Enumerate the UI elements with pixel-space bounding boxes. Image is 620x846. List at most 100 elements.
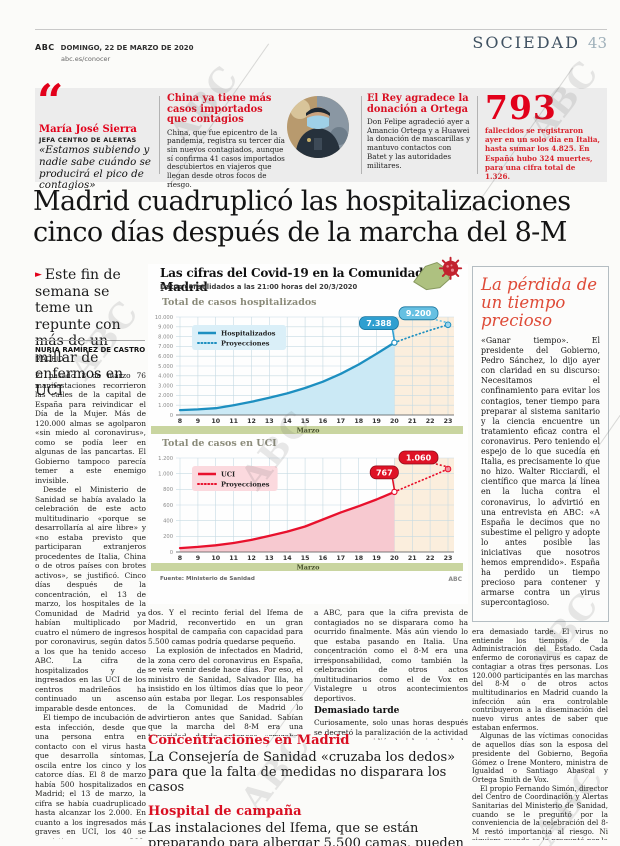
body-column-4: era demasiado tarde. El virus no entiend…: [472, 628, 608, 840]
svg-text:15: 15: [301, 418, 310, 425]
svg-text:21: 21: [408, 418, 417, 425]
svg-text:16: 16: [319, 418, 328, 425]
svg-text:1.200: 1.200: [158, 456, 173, 462]
quote-icon: “: [37, 74, 64, 128]
svg-text:3.000: 3.000: [158, 383, 173, 389]
svg-text:8: 8: [178, 555, 182, 562]
death-toll-number: 793: [485, 88, 557, 127]
svg-text:11: 11: [229, 555, 238, 562]
byline-author: NURIA RAMÍREZ DE CASTRO: [35, 346, 146, 354]
svg-text:8: 8: [178, 418, 182, 425]
callout-head: Hospital de campaña: [148, 804, 302, 819]
svg-text:10: 10: [211, 418, 220, 425]
svg-text:1.000: 1.000: [158, 472, 173, 478]
pull-quote: «Estamos subiendo y nadie sabe cuándo se…: [39, 144, 152, 192]
chart-credit: ABC: [448, 576, 462, 583]
svg-text:9.200: 9.200: [406, 309, 432, 318]
svg-text:22: 22: [426, 555, 435, 562]
paragraph: El pasado 8 de marzo 76 manifestaciones …: [35, 371, 146, 485]
divider: [361, 96, 362, 174]
brief-china: China ya tiene más casos importados que …: [167, 93, 286, 189]
svg-text:UCI: UCI: [221, 470, 235, 478]
byline-place: MADRID: [35, 355, 64, 363]
svg-text:19: 19: [372, 555, 381, 562]
svg-text:Hospitalizados: Hospitalizados: [221, 329, 276, 337]
svg-text:Marzo: Marzo: [297, 563, 321, 571]
paragraph: Algunas de las víctimas conocidas de aqu…: [472, 731, 608, 784]
svg-text:20: 20: [390, 555, 399, 562]
hospitalized-line-chart: 0 1.000 2.000 3.000 4.000 5.000 6.000 7.000 8.00…: [151, 306, 463, 434]
brief-rey: El Rey agradece la donación a Ortega Don…: [367, 93, 473, 170]
covid-infographic: Las cifras del Covid-19 en la Comunidad …: [148, 256, 468, 604]
svg-text:22: 22: [426, 418, 435, 425]
page-number: 43: [587, 34, 607, 52]
edition-date: DOMINGO, 22 DE MARZO DE 2020: [60, 44, 194, 52]
brief-body: Don Felipe agradeció ayer a Amancio Orte…: [367, 117, 471, 170]
brief-body: China, que fue epicentro de la pandemia,…: [167, 127, 285, 189]
masthead-right: SOCIEDAD 43: [472, 33, 607, 52]
svg-text:2.000: 2.000: [158, 393, 173, 399]
quote-author: María José Sierra: [39, 124, 137, 135]
svg-text:12: 12: [247, 555, 256, 562]
divider: [477, 96, 478, 174]
svg-text:14: 14: [283, 418, 292, 425]
svg-text:400: 400: [163, 519, 173, 525]
paragraph: Curiosamente, solo unas horas después se…: [314, 718, 468, 740]
deck-text: Este fin de semana se teme un repunte co…: [35, 267, 124, 399]
header-rule: [35, 29, 607, 30]
virus-icon: [438, 256, 463, 280]
site-url: abc.es/conocer: [61, 55, 111, 63]
brief-title: El Rey agradece la donación a Ortega: [367, 93, 469, 115]
svg-text:Proyecciones: Proyecciones: [221, 480, 270, 488]
brief-photo: [287, 96, 349, 158]
svg-text:10.000: 10.000: [155, 315, 173, 321]
svg-text:600: 600: [163, 503, 173, 509]
svg-text:Marzo: Marzo: [297, 426, 321, 434]
infographic-title: Las cifras del Covid-19 en la Comunidad …: [160, 266, 443, 294]
svg-text:767: 767: [376, 468, 393, 477]
body-column-1: El pasado 8 de marzo 76 manifestaciones …: [35, 371, 146, 839]
bullet-arrow-icon: ►: [35, 270, 42, 280]
svg-text:23: 23: [444, 555, 453, 562]
body-column-2: dos. Y el recinto ferial del Ifema de Ma…: [148, 608, 303, 736]
sidebar-body: «Ganar tiempo». El presidente del Gobier…: [481, 336, 600, 608]
svg-text:15: 15: [301, 555, 310, 562]
svg-text:200: 200: [163, 534, 173, 540]
chart1-title: Total de casos hospitalizados: [162, 297, 317, 308]
svg-text:1.000: 1.000: [158, 403, 173, 409]
paragraph: El tiempo de incubación de esta infecció…: [35, 713, 146, 839]
byline-rule: [35, 340, 145, 341]
svg-text:9: 9: [196, 555, 200, 562]
paragraph: El propio Fernando Simón, director del C…: [472, 783, 608, 840]
svg-text:16: 16: [319, 555, 328, 562]
svg-text:14: 14: [283, 555, 292, 562]
top-briefs-strip: “ María José Sierra JEFA CENTRO DE ALERT…: [35, 78, 607, 191]
chart-source: Fuente: Ministerio de Sanidad: [160, 576, 255, 582]
svg-text:5.000: 5.000: [158, 364, 173, 370]
svg-text:6.000: 6.000: [158, 354, 173, 360]
svg-text:21: 21: [408, 555, 417, 562]
svg-text:7.388: 7.388: [366, 319, 392, 328]
paragraph: La explosión de infectados en Madrid, la…: [148, 646, 303, 736]
masthead-left: ABC DOMINGO, 22 DE MARZO DE 2020 abc.es/c…: [35, 35, 193, 63]
svg-text:8.000: 8.000: [158, 334, 173, 340]
svg-text:4.000: 4.000: [158, 374, 173, 380]
death-toll-text: fallecidos se registraron ayer en un sol…: [485, 126, 600, 182]
sidebar-title: La pérdida de un tiempo precioso: [481, 275, 598, 330]
svg-text:13: 13: [265, 418, 274, 425]
svg-text:20: 20: [390, 418, 399, 425]
infographic-subtitle: Datos consolidados a las 21:00 horas del…: [160, 283, 358, 291]
svg-text:10: 10: [211, 555, 220, 562]
callout-decks: Concentraciones en Madrid La Consejería …: [148, 734, 478, 846]
icu-line-chart: 0 200 400 600 800 1.000 1.200 8 9 10 11 12 13 14 15 16 1…: [151, 450, 463, 571]
subhead: Demasiado tarde: [314, 706, 400, 716]
svg-text:800: 800: [163, 487, 173, 493]
chart2-title: Total de casos en UCI: [162, 438, 277, 449]
svg-text:12: 12: [247, 418, 256, 425]
madrid-map-virus-icon: [413, 256, 463, 291]
svg-text:17: 17: [336, 418, 345, 425]
svg-text:13: 13: [265, 555, 274, 562]
quote-author-role: JEFA CENTRO DE ALERTAS: [39, 137, 137, 144]
paragraph: Desde el Ministerio de Sanidad se había …: [35, 485, 146, 713]
